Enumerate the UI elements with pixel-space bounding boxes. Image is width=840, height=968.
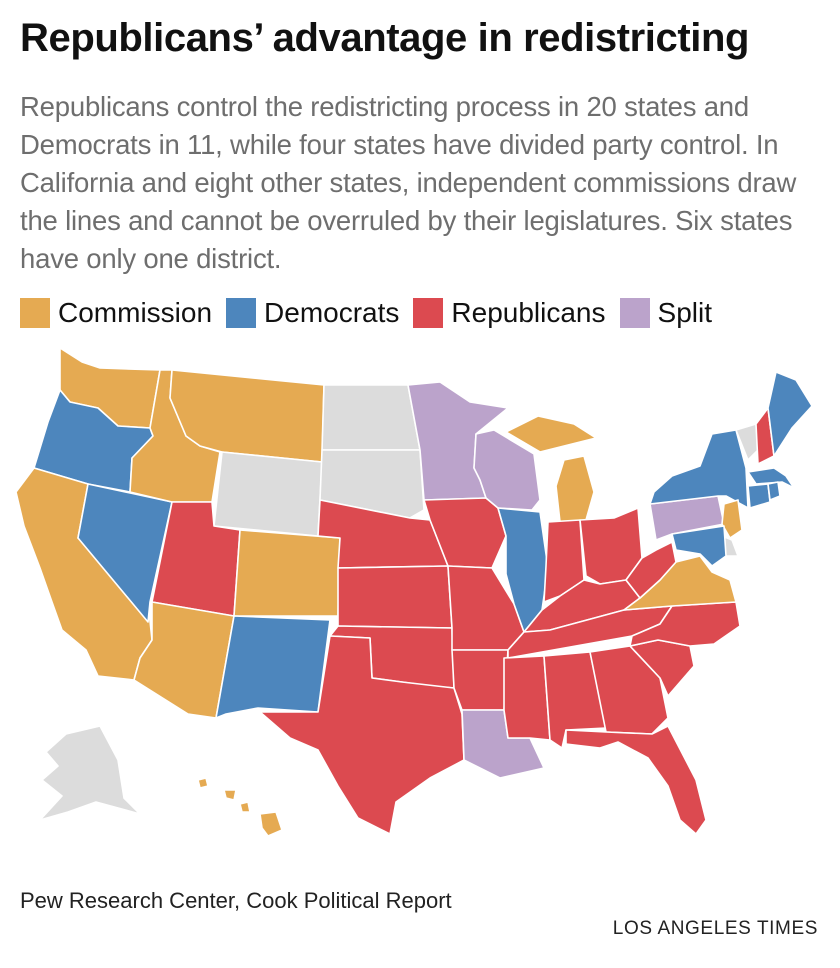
legend-swatch-republicans: [413, 298, 444, 328]
legend-label-commission: Commission: [58, 297, 213, 328]
state-colorado[interactable]: [233, 529, 341, 617]
state-michigan-upper[interactable]: [505, 415, 597, 453]
legend-item-commission: Commission: [20, 297, 212, 329]
legend-label-democrats: Democrats: [264, 297, 400, 328]
state-hawaii-3[interactable]: [239, 801, 251, 813]
legend-swatch-commission: [20, 298, 50, 328]
state-new-york[interactable]: [649, 429, 749, 509]
state-south-dakota[interactable]: [319, 449, 425, 519]
source-note: Pew Research Center, Cook Political Repo…: [20, 888, 452, 913]
state-texas[interactable]: [259, 635, 465, 835]
legend-label-split: Split: [657, 297, 712, 328]
state-new-jersey[interactable]: [721, 499, 743, 539]
chart-title: Republicans’ advantage in redistricting: [20, 16, 750, 60]
legend: Commission Democrats Republicans Split: [20, 295, 726, 331]
state-west-virginia[interactable]: [625, 541, 677, 599]
state-maryland[interactable]: [671, 525, 727, 567]
state-mississippi[interactable]: [503, 655, 551, 741]
legend-label-republicans: Republicans: [451, 297, 606, 328]
state-rhode-island[interactable]: [767, 481, 781, 501]
legend-item-democrats: Democrats: [226, 297, 399, 329]
state-massachusetts[interactable]: [747, 467, 795, 489]
legend-swatch-split: [619, 298, 650, 328]
credit-line: LOS ANGELES TIMES: [612, 918, 818, 939]
state-michigan-lower[interactable]: [555, 455, 595, 523]
us-map-svg: [15, 347, 813, 837]
state-connecticut[interactable]: [747, 483, 771, 509]
state-alaska[interactable]: [39, 725, 141, 821]
state-north-carolina[interactable]: [629, 601, 741, 647]
state-hawaii-2[interactable]: [223, 789, 237, 801]
state-north-dakota[interactable]: [321, 384, 421, 451]
state-maine[interactable]: [767, 371, 813, 457]
legend-item-split: Split: [619, 297, 712, 329]
state-hawaii-1[interactable]: [197, 777, 209, 789]
state-arkansas[interactable]: [451, 649, 509, 711]
chart-subtitle: Republicans control the redistricting pr…: [20, 91, 797, 274]
legend-item-republicans: Republicans: [413, 297, 606, 329]
state-hawaii-4[interactable]: [259, 811, 283, 837]
state-kansas[interactable]: [337, 565, 453, 629]
state-wyoming[interactable]: [213, 451, 323, 537]
legend-swatch-democrats: [226, 298, 257, 328]
us-state-map: [0, 340, 840, 860]
state-new-mexico[interactable]: [215, 615, 331, 719]
state-florida[interactable]: [565, 725, 707, 835]
